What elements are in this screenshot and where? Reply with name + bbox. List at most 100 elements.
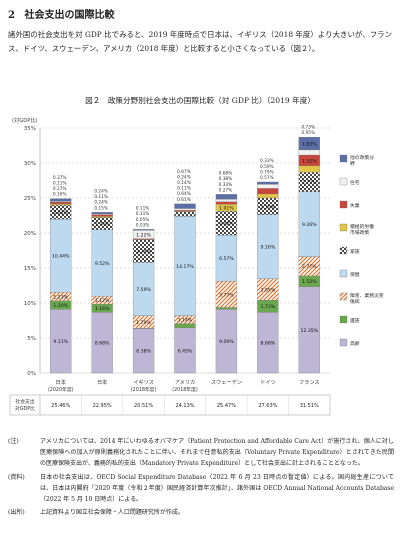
section-number: 2 [8,10,15,21]
y-axis-label: (対GDP比) [12,116,38,124]
totals-value: 20.51% [134,403,153,409]
data-label-small: 0.03% [136,222,150,228]
bar-segment [298,136,320,151]
data-label: 1.12% [95,298,110,304]
y-tick-label: 0% [27,371,36,377]
data-label: 3.77% [219,292,234,298]
legend-item: 高齢 [339,338,360,347]
x-tick-label: 日本 [56,378,66,386]
data-label-small: 0.57% [260,175,274,181]
legend-item: 保健 [339,269,360,278]
data-label: 6.57% [219,256,234,262]
bar-segment [257,184,279,189]
data-label: 1.14% [178,318,193,324]
legend-swatch [339,292,348,301]
legend-swatch [339,223,348,232]
data-label: 1.22% [136,232,151,238]
x-tick-label: スウェーデン [211,378,242,386]
data-label-small: 0.11% [94,194,108,200]
legend-label: 住宅 [350,179,360,186]
x-tick-sublabel: (2020年度) [48,386,74,393]
data-label: 10.44% [52,254,70,260]
data-label-small: 0.11% [177,186,191,192]
section-title: 社会支出の国際比較 [24,10,115,21]
totals-value: 22.95% [93,403,112,409]
y-tick-label: 10% [24,301,36,307]
x-tick-label: ドイツ [260,380,276,386]
bar-segment [215,194,238,200]
legend-item: 失業 [339,200,360,209]
bar-segment [298,149,320,156]
data-label: 3.42% [219,221,234,227]
legend-swatch [339,200,348,209]
data-label: 9.52% [95,261,110,267]
data-label-small: 0.67% [177,169,191,175]
legend-label: 高齢 [350,340,360,347]
note-label: (資料) [8,473,25,481]
data-label-small: 0.27% [219,187,233,193]
y-tick-label: 30% [24,161,36,167]
data-label-small: 0.16% [53,192,67,198]
bar-segment [132,229,155,231]
x-tick-label: 日本 [97,378,107,386]
source-item: (資料) 日本の社会支出は、OECD Social Expenditure Da… [8,472,394,506]
data-label-small: 0.11% [53,181,67,187]
data-label: 1.01% [219,206,234,212]
legend-label-cont: 野 [350,160,355,167]
legend-label: 遺族 [350,317,360,324]
data-label-small: 0.24% [177,174,191,180]
data-label-small: 0.37% [53,175,67,181]
legend-swatch [339,246,348,255]
note-label: (出所) [8,509,25,517]
data-label-small: 0.14% [177,180,191,186]
data-label-small: 0.73% [301,125,315,131]
bar-segment [174,208,196,211]
data-label: 9.26% [302,222,317,228]
bar-segment [91,212,113,215]
data-label-small: 0.27% [53,186,67,192]
legend-swatch [339,154,348,163]
legend-item: 家族 [339,246,360,255]
totals-value: 27.63% [258,403,277,409]
data-label: 1.52% [302,279,317,285]
legend-label: 家族 [350,248,360,255]
note-label: (注) [8,438,19,445]
data-label: 1.79% [136,320,151,326]
data-label-small: 0.24% [94,200,108,206]
x-tick-label: フランス [299,379,320,386]
bar-segment [174,211,196,217]
data-label-small: 0.61% [177,197,191,203]
bar-segment [174,210,196,212]
note-text: 日本の社会支出は、OECD Social Expenditure Databas… [40,473,394,504]
data-label: 1.74% [95,222,110,228]
bar-segment [257,193,279,199]
bar-segment [91,214,113,217]
x-tick-label: イギリス [133,379,154,386]
bar-segment [174,323,196,328]
data-label: 2.39% [261,204,276,210]
data-label-small: 0.05% [136,217,150,223]
data-label-small: 0.11% [136,211,150,217]
y-tick-label: 15% [24,266,36,272]
legend-label: 積極的労働 [350,223,374,230]
x-tick-sublabel: (2018年度) [131,386,157,393]
data-label: 1.83% [302,142,317,148]
origin-item: (出所) 上記資料より国立社会保障・人口問題研究所が作成。 [8,507,394,518]
data-label-small: 0.59% [260,164,274,170]
x-tick-label: アメリカ [175,379,196,386]
notes: (注) アメリカについては、2014 年にいわゆるオバマケア（Patient P… [8,436,394,520]
bar-segment [50,203,72,206]
bar-segment [91,216,113,218]
legend-item: 住宅 [339,177,360,186]
totals-row-label-cont: 対GDP比 [15,405,35,412]
data-label-small: 0.68% [219,171,233,177]
bar-segment [174,203,196,209]
intro-paragraph: 諸外国の社会支出を対 GDP 比でみると、2019 年度時点で日本は、イギリス（… [8,30,392,53]
data-label: 2.01% [53,210,68,216]
note-text: アメリカについては、2014 年にいわゆるオバマケア（Patient Prote… [40,438,394,468]
data-label: 2.77% [302,180,317,186]
data-label: 6.45% [178,348,193,354]
totals-value: 31.51% [300,403,319,409]
